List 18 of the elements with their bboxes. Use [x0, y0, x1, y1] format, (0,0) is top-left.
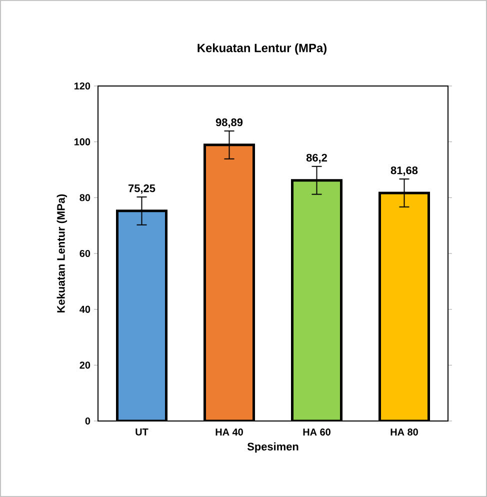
- x-tick-label: HA 40: [216, 428, 243, 436]
- y-tick-label: 100: [74, 138, 90, 146]
- x-axis-title: Spesimen: [247, 442, 298, 453]
- y-tick-label: 120: [74, 82, 90, 90]
- y-tick-label: 0: [85, 417, 90, 425]
- y-tick-label: 80: [80, 194, 90, 202]
- chart-title: Kekuatan Lentur (MPa): [198, 43, 326, 55]
- y-tick-label: 20: [80, 362, 90, 369]
- data-label: 98,89: [216, 118, 243, 128]
- data-label: 75,25: [128, 184, 156, 194]
- x-tick-label: UT: [136, 428, 148, 436]
- data-label: 86,2: [306, 154, 327, 164]
- y-tick-label: 60: [80, 250, 90, 258]
- x-tick-label: HA 80: [390, 428, 418, 436]
- data-label: 81,68: [390, 166, 418, 176]
- y-tick-label: 40: [80, 306, 90, 313]
- y-axis-title: Kekuatan Lentur (MPa): [56, 194, 68, 312]
- x-tick-label: HA 60: [303, 428, 330, 436]
